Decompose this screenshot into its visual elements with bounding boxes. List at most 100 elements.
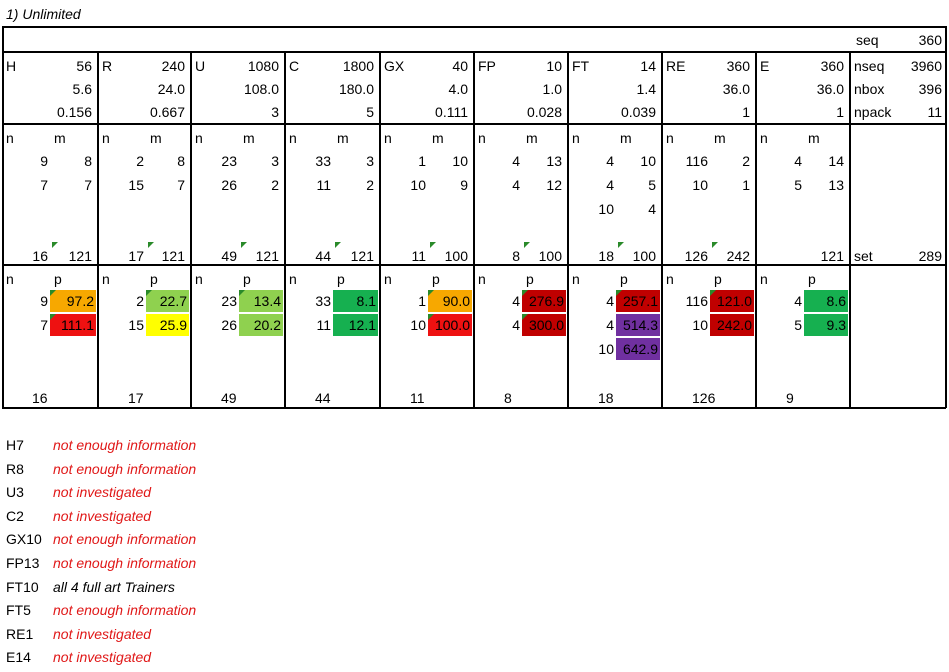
- col-e-p-value: 8.6: [804, 290, 848, 312]
- col-gx-code: GX: [384, 58, 405, 74]
- col-r-v2: 24.0: [157, 81, 185, 97]
- col-re-p-comment-marker: [710, 290, 716, 296]
- col-re-n-value: 10: [692, 177, 708, 193]
- col-c-m-value: 2: [366, 177, 374, 193]
- col-fp-v1: 10: [546, 58, 562, 74]
- col-ft-n-header: n: [572, 130, 580, 146]
- col-gx-v3: 0.111: [435, 104, 468, 120]
- col-re-n-value: 116: [685, 153, 708, 169]
- col-e-n-value2: 5: [794, 317, 802, 333]
- col-ft-set-m: 100: [632, 248, 656, 264]
- seq-label: seq: [856, 32, 879, 48]
- nbox-value: 396: [918, 81, 942, 97]
- col-u-p-value: 13.4: [239, 290, 283, 312]
- col-h-v2: 5.6: [72, 81, 92, 97]
- col-gx-n-value2: 10: [410, 317, 426, 333]
- col-gx-v1: 40: [452, 58, 468, 74]
- col-r-m-value: 8: [177, 153, 185, 169]
- border-right: [945, 26, 947, 408]
- col-re-v2: 36.0: [722, 81, 750, 97]
- note-text: not investigated: [53, 625, 152, 642]
- col-h-n-total: 16: [32, 390, 48, 406]
- col-c-n-value2: 33: [315, 293, 331, 309]
- col-r-comment-marker: [148, 242, 154, 248]
- col-h-p-value: 111.1: [50, 314, 96, 336]
- col-gx-n-total: 11: [410, 390, 425, 406]
- note-label: H7: [6, 437, 24, 453]
- col-r-n-value: 15: [128, 177, 144, 193]
- col-fp-n-total: 8: [504, 390, 512, 406]
- col-u-m-header: m: [243, 130, 255, 146]
- nseq-label: nseq: [854, 58, 885, 74]
- col-c-m-value: 3: [366, 153, 374, 169]
- col-ft-code: FT: [572, 58, 590, 74]
- col-h-set-m: 121: [68, 248, 92, 264]
- col-r-n-header2: n: [102, 271, 110, 287]
- col-gx-m-value: 9: [460, 177, 468, 193]
- col-r-set-m: 121: [161, 248, 185, 264]
- col-u-v1: 1080: [247, 58, 279, 74]
- note-text: all 4 full art Trainers: [53, 578, 175, 595]
- col-divider: [284, 52, 286, 408]
- col-h-v1: 56: [76, 58, 92, 74]
- col-divider: [379, 52, 381, 408]
- note-text: not enough information: [53, 437, 197, 453]
- col-divider: [567, 52, 569, 408]
- col-h-n-value2: 7: [40, 317, 48, 333]
- col-e-n-value: 5: [794, 177, 802, 193]
- col-divider: [97, 52, 99, 408]
- note-text: not enough information: [53, 555, 197, 571]
- col-fp-n-value2: 4: [512, 317, 520, 333]
- col-h-n-header: n: [6, 130, 14, 146]
- col-e-code: E: [760, 58, 770, 74]
- col-ft-n-value: 4: [606, 153, 614, 169]
- note-text: not investigated: [53, 507, 152, 524]
- col-c-n-header: n: [289, 130, 297, 146]
- col-r-n-value: 2: [136, 153, 144, 169]
- col-u-v2: 108.0: [243, 81, 279, 97]
- col-ft-n-value2: 4: [606, 293, 614, 309]
- col-u-n-header: n: [195, 130, 203, 146]
- col-h-p-comment-marker: [50, 290, 56, 296]
- col-r-p-header: p: [150, 271, 158, 287]
- col-fp-p-header: p: [526, 271, 534, 287]
- col-u-set-m: 121: [255, 248, 279, 264]
- col-r-n-total: 17: [128, 390, 144, 406]
- col-ft-v2: 1.4: [636, 81, 656, 97]
- col-c-n-total: 44: [315, 390, 331, 406]
- col-re-n-value2: 116: [685, 293, 708, 309]
- col-re-p-value: 121.0: [710, 290, 754, 312]
- col-c-p-header: p: [337, 271, 345, 287]
- col-re-v1: 360: [726, 58, 750, 74]
- nbox-label: nbox: [854, 81, 885, 97]
- col-h-p-comment-marker: [50, 314, 56, 320]
- col-gx-p-value: 90.0: [428, 290, 472, 312]
- col-e-n-header: n: [760, 130, 768, 146]
- col-fp-m-header: m: [526, 130, 538, 146]
- seq-value: 360: [918, 32, 942, 48]
- set-value: 289: [918, 248, 942, 264]
- col-e-m-value: 13: [828, 177, 844, 193]
- col-u-comment-marker: [241, 242, 247, 248]
- col-re-m-header: m: [714, 130, 726, 146]
- col-gx-v2: 4.0: [448, 81, 468, 97]
- col-r-p-value: 22.7: [146, 290, 189, 312]
- col-re-v3: 1: [742, 104, 750, 120]
- col-c-code: C: [289, 58, 300, 74]
- note-label: FP13: [6, 555, 40, 571]
- col-e-n-total: 9: [786, 390, 794, 406]
- col-h-m-value: 8: [84, 153, 92, 169]
- col-fp-p-value: 300.0: [522, 314, 566, 336]
- col-divider: [661, 52, 663, 408]
- col-c-n-value: 33: [315, 153, 331, 169]
- col-e-v3: 1: [836, 104, 844, 120]
- col-c-n-header2: n: [289, 271, 297, 287]
- col-u-p-header: p: [243, 271, 251, 287]
- set-label: set: [854, 248, 873, 264]
- col-r-n-value2: 2: [136, 293, 144, 309]
- col-h-set-n: 16: [32, 248, 48, 264]
- col-ft-p-value: 642.9: [616, 338, 660, 360]
- note-text: not investigated: [53, 484, 152, 501]
- col-ft-m-value: 4: [648, 201, 656, 217]
- col-ft-comment-marker: [618, 242, 624, 248]
